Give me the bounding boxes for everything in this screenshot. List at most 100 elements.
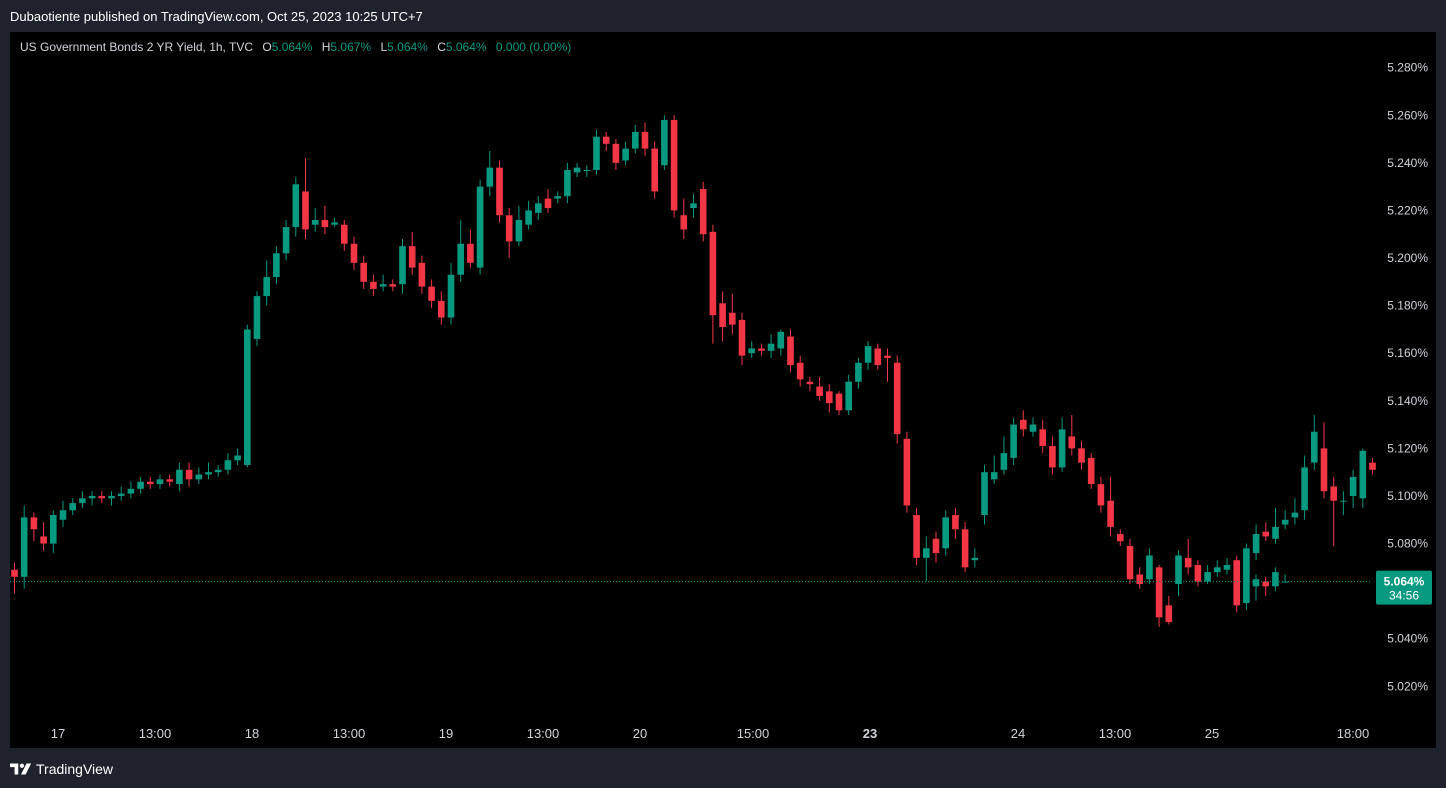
candle-body bbox=[923, 548, 930, 558]
candle-body bbox=[389, 284, 397, 287]
x-tick-label: 23 bbox=[863, 726, 877, 741]
candle-body bbox=[399, 246, 406, 285]
candle-body bbox=[1204, 572, 1211, 582]
candle-body bbox=[602, 136, 610, 144]
y-tick-label: 5.080% bbox=[1387, 537, 1428, 551]
candle-body bbox=[1155, 567, 1163, 618]
y-tick-label: 5.200% bbox=[1387, 251, 1428, 265]
candle bbox=[1311, 415, 1318, 470]
candle bbox=[40, 522, 47, 551]
candle-body bbox=[1320, 448, 1328, 492]
candle bbox=[1369, 457, 1376, 475]
candle-body bbox=[787, 336, 794, 366]
x-tick-label: 15:00 bbox=[737, 726, 770, 741]
candle-body bbox=[758, 348, 765, 351]
candle bbox=[1262, 522, 1270, 542]
candle-body bbox=[282, 227, 290, 254]
candle-body bbox=[1107, 500, 1114, 527]
candle bbox=[787, 329, 794, 373]
candle-body bbox=[1029, 424, 1037, 432]
footer-bar: TradingView bbox=[0, 756, 1446, 788]
tradingview-logo[interactable]: TradingView bbox=[10, 761, 113, 777]
candle bbox=[176, 462, 183, 492]
candle-body bbox=[709, 231, 717, 316]
candle-body bbox=[816, 386, 823, 397]
candle-body bbox=[1291, 512, 1299, 518]
candle bbox=[69, 498, 76, 515]
candle bbox=[389, 279, 397, 292]
candle bbox=[612, 139, 620, 170]
candle-body bbox=[79, 498, 86, 504]
candle-body bbox=[185, 469, 193, 480]
candle-body bbox=[1272, 572, 1279, 587]
candle-body bbox=[370, 281, 377, 289]
candle-body bbox=[59, 510, 67, 520]
candle-body bbox=[1252, 534, 1260, 554]
candle bbox=[1243, 543, 1250, 611]
candle bbox=[79, 491, 86, 508]
candle-body bbox=[30, 517, 38, 530]
candle-body bbox=[1117, 534, 1124, 542]
publisher-info: Dubaotiente published on TradingView.com… bbox=[10, 9, 423, 24]
chart-panel[interactable]: 5.280% 5.260% 5.240% 5.220% 5.200% 5.180% 5.16… bbox=[10, 32, 1436, 748]
candle-body bbox=[147, 481, 154, 485]
candle bbox=[360, 255, 367, 289]
x-tick-label: 19 bbox=[439, 726, 453, 741]
candle-body bbox=[796, 362, 804, 380]
candle bbox=[641, 122, 649, 156]
candle-body bbox=[273, 253, 280, 278]
candle bbox=[282, 219, 290, 261]
candle bbox=[1291, 498, 1299, 525]
candle bbox=[1349, 469, 1357, 508]
candle-body bbox=[98, 495, 106, 499]
candle bbox=[583, 165, 591, 178]
candle bbox=[1165, 595, 1173, 625]
candle bbox=[1223, 557, 1231, 575]
candle-body bbox=[990, 472, 998, 480]
publisher-bar: Dubaotiente published on TradingView.com… bbox=[0, 0, 1446, 32]
candle-body bbox=[893, 362, 901, 435]
candle bbox=[670, 115, 678, 218]
candle bbox=[690, 193, 697, 218]
candle-body bbox=[1272, 526, 1279, 539]
candle bbox=[796, 355, 804, 387]
candle-body bbox=[806, 381, 814, 385]
candle-body bbox=[1311, 431, 1318, 463]
candle bbox=[1262, 576, 1269, 596]
candle bbox=[302, 158, 309, 239]
candle-body bbox=[496, 167, 503, 216]
candle bbox=[699, 181, 707, 242]
candle bbox=[952, 507, 959, 539]
candle bbox=[1117, 529, 1124, 546]
candle-body bbox=[438, 300, 445, 318]
candle bbox=[767, 334, 775, 358]
candle bbox=[1330, 476, 1337, 546]
candle bbox=[1155, 564, 1163, 627]
candle bbox=[1252, 524, 1260, 561]
open-value: 5.064% bbox=[271, 40, 313, 54]
candle-body bbox=[311, 219, 319, 225]
candle-body bbox=[1049, 446, 1056, 468]
candle-body bbox=[40, 536, 47, 544]
candle-body bbox=[1068, 436, 1076, 449]
candle bbox=[1272, 507, 1279, 544]
candle bbox=[1194, 560, 1202, 587]
candlestick-chart[interactable]: 5.280% 5.260% 5.240% 5.220% 5.200% 5.180% 5.16… bbox=[10, 32, 1436, 748]
candle bbox=[1029, 417, 1037, 437]
candle bbox=[428, 279, 435, 308]
candle bbox=[505, 208, 513, 259]
candle-body bbox=[20, 517, 28, 577]
candle bbox=[311, 208, 319, 232]
candle bbox=[50, 510, 57, 554]
candle-body bbox=[680, 215, 688, 230]
candle-body bbox=[874, 348, 882, 366]
candle-body bbox=[1214, 567, 1221, 573]
candle bbox=[195, 467, 203, 485]
candle bbox=[1281, 510, 1289, 530]
candle-body bbox=[1223, 564, 1231, 570]
candle-body bbox=[1175, 555, 1182, 584]
candle bbox=[30, 512, 38, 542]
candle-body bbox=[379, 284, 387, 287]
candle-body bbox=[292, 184, 300, 228]
candle-body bbox=[176, 469, 183, 485]
